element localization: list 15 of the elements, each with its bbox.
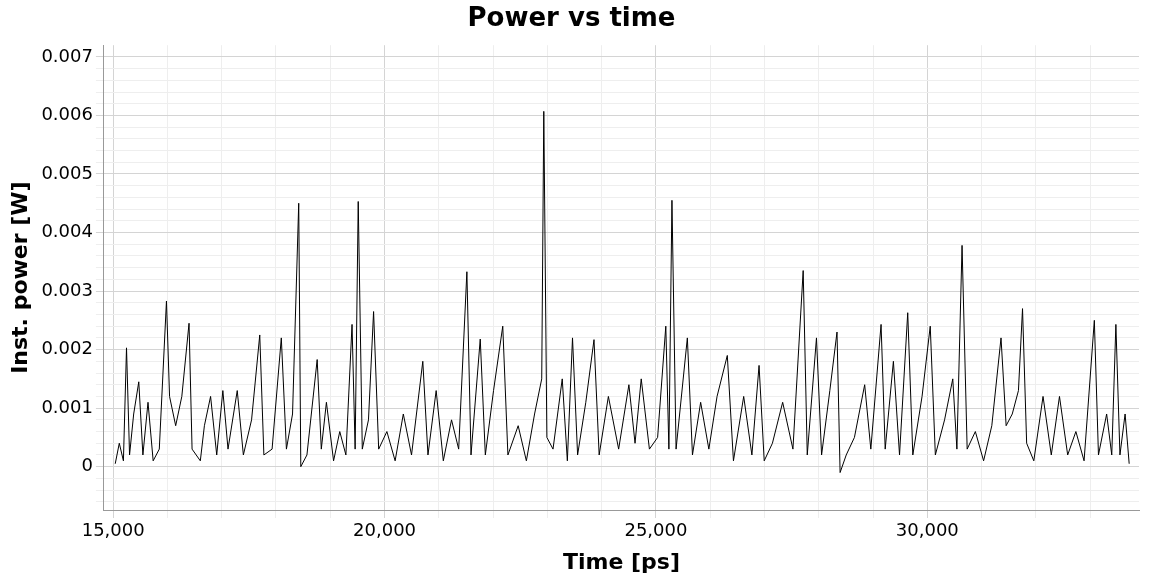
x-tick-label: 30,000 (895, 519, 959, 541)
y-tick-label: 0 (81, 454, 93, 476)
x-axis-title: Time [ps] (562, 548, 680, 574)
x-tick-label: 15,000 (81, 519, 145, 541)
y-tick-label: 0.001 (41, 395, 93, 417)
y-axis-title: Inst. power [W] (6, 181, 32, 374)
y-tick-label: 0.005 (41, 161, 93, 183)
y-tick-label: 0.004 (41, 220, 93, 242)
y-tick-label: 0.002 (41, 337, 93, 359)
y-tick-label: 0.006 (41, 103, 93, 125)
y-tick-label: 0.007 (41, 44, 93, 66)
y-tick-label: 0.003 (41, 278, 93, 300)
x-tick-label: 20,000 (353, 519, 417, 541)
chart-title: Power vs time (467, 2, 676, 33)
x-tick-label: 25,000 (624, 519, 688, 541)
